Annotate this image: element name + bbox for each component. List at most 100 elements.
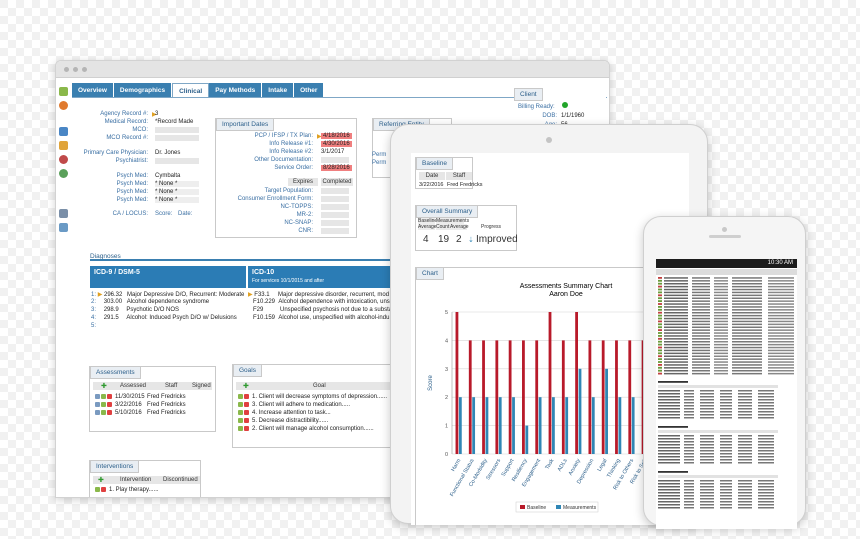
tab-pay-methods[interactable]: Pay Methods: [209, 83, 263, 98]
diagnosis-row[interactable]: 2: 303.00 Alcohol dependence syndrome: [91, 299, 209, 305]
delete-icon[interactable]: [244, 426, 249, 431]
edit-icon[interactable]: [238, 418, 243, 423]
row-text: [758, 462, 774, 464]
row-text: [732, 306, 762, 308]
icd10-desc: Alcohol use, unspecified with alcohol-in…: [278, 315, 390, 321]
assessment-date[interactable]: 3/22/2016: [115, 402, 142, 408]
delete-icon[interactable]: [244, 394, 249, 399]
window-dot[interactable]: [82, 67, 87, 72]
psych-med-select[interactable]: * None *: [155, 181, 199, 187]
icd10-row[interactable]: F10.159 Alcohol use, unspecified with al…: [253, 315, 389, 321]
icd10-row[interactable]: ▶ F33.1 Major depressive disorder, recur…: [248, 291, 389, 298]
diagnosis-row[interactable]: 5:: [91, 323, 96, 329]
notes-icon[interactable]: [59, 87, 68, 96]
date-row-field[interactable]: [321, 188, 349, 194]
view-icon[interactable]: [95, 410, 100, 415]
edit-icon[interactable]: [238, 394, 243, 399]
group-icon[interactable]: [59, 169, 68, 178]
diagnosis-row[interactable]: 1: ▶ 296.32 Major Depressive D/O, Recurr…: [91, 291, 244, 298]
row-text: [684, 414, 694, 416]
row-text: [714, 341, 728, 343]
row-text: [732, 343, 762, 346]
diagnosis-row[interactable]: 4: 291.5 Alcohol: Induced Psych D/O w/ D…: [91, 315, 237, 321]
delete-icon[interactable]: [244, 418, 249, 423]
goal-item[interactable]: 5. Decrease distractibility......: [252, 418, 329, 424]
edit-icon[interactable]: [95, 487, 100, 492]
delete-icon[interactable]: [107, 410, 112, 415]
arrow-icon: ▶: [97, 292, 103, 298]
date-row-field[interactable]: [321, 204, 349, 210]
icd10-row[interactable]: F10.229 Alcohol dependence with intoxica…: [253, 299, 393, 305]
overall-summary-panel: Overall Summary Baseline Average Measure…: [415, 205, 518, 251]
intervention-item[interactable]: 1. Play therapy......: [109, 487, 159, 493]
date-row-field[interactable]: [321, 220, 349, 226]
camera-icon: [722, 227, 727, 232]
mco-field[interactable]: [155, 127, 199, 133]
delete-icon[interactable]: [244, 410, 249, 415]
edit-icon[interactable]: [238, 402, 243, 407]
goal-item[interactable]: 3. Client will adhere to medication.....: [252, 402, 351, 408]
row-text: [664, 297, 688, 299]
date-row-value[interactable]: 3/1/2017: [321, 149, 345, 155]
y-axis-label: Score: [428, 375, 434, 391]
icd10-row[interactable]: F29 Unspecified psychosis not due to a s…: [253, 307, 392, 313]
date-row-field[interactable]: [321, 228, 349, 234]
assessment-date[interactable]: 11/30/2015: [115, 394, 145, 400]
date-row-value[interactable]: 4/18/2016: [321, 133, 352, 139]
diagnosis-row[interactable]: 3: 298.9 Psychotic D/O NOS: [91, 307, 179, 313]
row-text: [684, 495, 694, 497]
edit-icon[interactable]: [238, 410, 243, 415]
chart-icon[interactable]: [59, 223, 68, 232]
tab-overview[interactable]: Overview: [72, 83, 114, 98]
bar-measurements: [538, 397, 542, 454]
psych-med-value[interactable]: Cymbalta: [155, 173, 181, 179]
tab-clinical[interactable]: Clinical: [172, 83, 210, 98]
icd9-code: 291.5: [103, 315, 119, 321]
tab-other[interactable]: Other: [294, 83, 325, 98]
add-icon[interactable]: ✚: [101, 383, 107, 390]
document-icon[interactable]: [59, 127, 68, 136]
row-text: [720, 495, 732, 497]
medication-icon[interactable]: [59, 155, 68, 164]
icd10-code: F10.229: [253, 299, 276, 305]
date-row-value[interactable]: 8/28/2016: [321, 165, 352, 171]
legend-label: Baseline: [527, 505, 546, 511]
add-icon[interactable]: ✚: [98, 477, 104, 484]
report-icon[interactable]: [59, 209, 68, 218]
goal-item[interactable]: 2. Client will manage alcohol consumptio…: [252, 426, 374, 432]
row-text: [664, 320, 688, 323]
view-icon[interactable]: [95, 402, 100, 407]
psych-med-select[interactable]: * None *: [155, 189, 199, 195]
add-icon[interactable]: ✚: [243, 383, 249, 390]
date-row-field[interactable]: [321, 212, 349, 218]
view-icon[interactable]: [95, 394, 100, 399]
mco-record-field[interactable]: [155, 135, 199, 141]
edit-icon[interactable]: [101, 394, 106, 399]
calendar-icon[interactable]: [59, 141, 68, 150]
delete-icon[interactable]: [244, 402, 249, 407]
tab-demographics[interactable]: Demographics: [113, 83, 173, 98]
date-row-field[interactable]: [321, 196, 349, 202]
tab-intake[interactable]: Intake: [262, 83, 295, 98]
row-text: [732, 314, 762, 317]
delete-icon[interactable]: [101, 487, 106, 492]
assessment-date[interactable]: 5/10/2016: [115, 410, 142, 416]
goal-item[interactable]: 4. Increase attention to task...: [252, 410, 331, 416]
date-row-field[interactable]: [321, 157, 349, 163]
row-text: [664, 288, 688, 291]
edit-icon[interactable]: [101, 402, 106, 407]
psych-med-select[interactable]: * None *: [155, 197, 199, 203]
edit-icon[interactable]: [101, 410, 106, 415]
legend-swatch: [520, 505, 525, 509]
goal-item[interactable]: 1. Client will decrease symptoms of depr…: [252, 394, 388, 400]
delete-icon[interactable]: [107, 394, 112, 399]
psychiatrist-field[interactable]: [155, 158, 199, 164]
dob-value: 1/1/1960: [561, 113, 585, 119]
window-dot[interactable]: [64, 67, 69, 72]
icd10-code: F10.159: [253, 315, 276, 321]
edit-icon[interactable]: [238, 426, 243, 431]
delete-icon[interactable]: [107, 402, 112, 407]
window-dot[interactable]: [73, 67, 78, 72]
date-row-value[interactable]: 4/30/2016: [321, 141, 352, 147]
person-icon[interactable]: [59, 101, 68, 110]
